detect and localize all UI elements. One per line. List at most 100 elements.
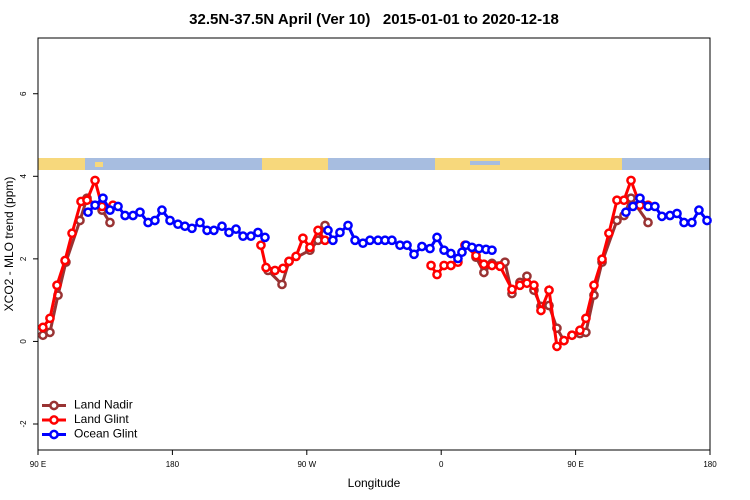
legend-label: Ocean Glint — [74, 427, 138, 441]
legend-label: Land Nadir — [74, 398, 133, 412]
data-point — [589, 280, 599, 291]
data-point — [365, 235, 375, 246]
data-point — [195, 217, 205, 228]
data-point — [650, 201, 660, 212]
chart-title: 32.5N-37.5N April (Ver 10) 2015-01-01 to… — [189, 11, 559, 28]
data-point — [409, 249, 419, 260]
land-mask-strip — [38, 158, 710, 170]
data-point — [643, 217, 653, 228]
data-point — [495, 261, 505, 272]
data-point — [270, 265, 280, 276]
data-point — [581, 313, 591, 324]
data-point — [187, 223, 197, 234]
data-point — [291, 251, 301, 262]
data-point — [83, 207, 93, 218]
data-point — [426, 260, 436, 271]
data-point — [402, 240, 412, 251]
data-point — [67, 228, 77, 239]
data-point — [335, 227, 345, 238]
y-tick-label: 0 — [19, 339, 28, 344]
data-point — [597, 254, 607, 265]
data-point — [90, 200, 100, 211]
data-point — [157, 205, 167, 215]
data-point — [679, 217, 689, 228]
data-point — [702, 215, 712, 226]
data-point — [432, 232, 442, 243]
data-point — [328, 235, 338, 246]
data-point — [105, 217, 115, 228]
data-point — [150, 215, 160, 226]
data-point — [323, 225, 333, 236]
data-point — [529, 280, 539, 291]
data-point — [417, 241, 427, 252]
legend-marker — [49, 415, 59, 425]
data-point — [284, 256, 294, 267]
x-tick-label: 90 E — [30, 460, 46, 469]
data-point — [487, 260, 497, 271]
data-point — [305, 242, 315, 253]
y-axis-label: XCO2 - MLO trend (ppm) — [2, 177, 16, 312]
data-point — [575, 325, 585, 336]
series-line — [41, 175, 649, 350]
data-point — [217, 221, 227, 232]
legend-marker — [49, 400, 59, 411]
data-point — [60, 255, 70, 266]
data-point — [343, 220, 353, 231]
plot-frame — [37, 37, 711, 451]
data-point — [446, 248, 456, 259]
data-point — [105, 205, 115, 215]
data-point — [90, 175, 100, 186]
y-tick-label: 6 — [19, 91, 28, 96]
data-point — [320, 235, 330, 246]
data-point — [457, 247, 467, 258]
data-point — [165, 215, 175, 226]
x-tick-label: 180 — [166, 460, 180, 469]
x-axis-label: Longitude — [348, 476, 401, 490]
y-tick-label: -2 — [19, 420, 28, 428]
data-point — [113, 201, 123, 212]
data-point — [687, 217, 697, 228]
data-point — [256, 240, 266, 251]
data-point — [261, 262, 271, 273]
data-point — [45, 313, 55, 324]
data-point — [277, 279, 287, 290]
data-point — [45, 327, 55, 338]
data-point — [98, 193, 108, 204]
data-point — [487, 245, 497, 256]
data-point — [231, 224, 241, 234]
x-tick-label: 90 E — [567, 460, 583, 469]
data-point — [635, 193, 645, 204]
data-point — [612, 215, 622, 226]
data-point — [253, 227, 263, 238]
data-point — [209, 225, 219, 236]
data-point — [278, 263, 288, 274]
data-point — [626, 175, 636, 186]
data-point — [621, 207, 631, 218]
data-point — [559, 335, 569, 346]
data-point — [38, 322, 48, 333]
data-point — [507, 284, 517, 295]
data-point — [425, 243, 435, 254]
data-point — [52, 280, 62, 291]
data-point — [672, 208, 682, 219]
data-point — [260, 232, 270, 243]
legend-marker — [49, 429, 59, 440]
data-point — [120, 210, 130, 221]
data-point — [387, 235, 397, 246]
legend-label: Land Glint — [74, 412, 129, 426]
data-point — [567, 330, 577, 341]
data-point — [135, 207, 145, 218]
data-point — [479, 267, 489, 278]
data-point — [544, 285, 554, 296]
data-point — [298, 233, 308, 244]
data-point — [619, 195, 629, 206]
data-point — [350, 235, 360, 246]
data-point — [313, 225, 323, 236]
data-point — [628, 201, 638, 212]
data-point — [694, 205, 704, 215]
data-point — [552, 341, 562, 352]
x-tick-label: 180 — [703, 460, 717, 469]
data-point — [246, 231, 256, 242]
data-point — [432, 269, 442, 280]
